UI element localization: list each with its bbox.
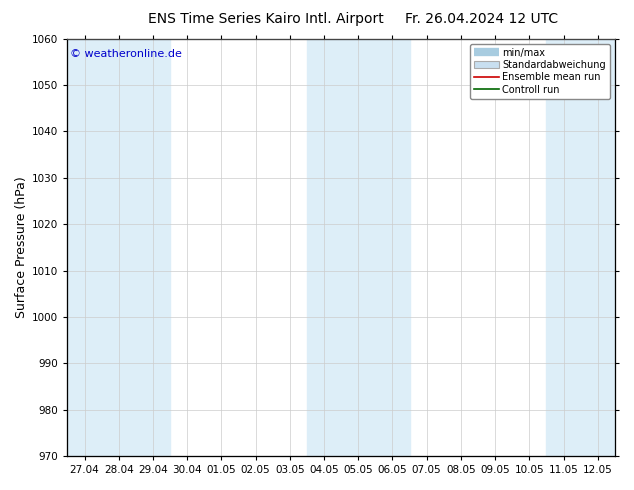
Bar [581,39,615,456]
Bar [136,39,170,456]
Text: ENS Time Series Kairo Intl. Airport: ENS Time Series Kairo Intl. Airport [148,12,384,26]
Text: © weatheronline.de: © weatheronline.de [70,49,182,59]
Y-axis label: Surface Pressure (hPa): Surface Pressure (hPa) [15,176,28,318]
Bar [547,39,581,456]
Bar [341,39,375,456]
Text: Fr. 26.04.2024 12 UTC: Fr. 26.04.2024 12 UTC [405,12,559,26]
Bar [101,39,136,456]
Bar [375,39,410,456]
Bar [307,39,341,456]
Legend: min/max, Standardabweichung, Ensemble mean run, Controll run: min/max, Standardabweichung, Ensemble me… [470,44,610,98]
Bar [67,39,101,456]
